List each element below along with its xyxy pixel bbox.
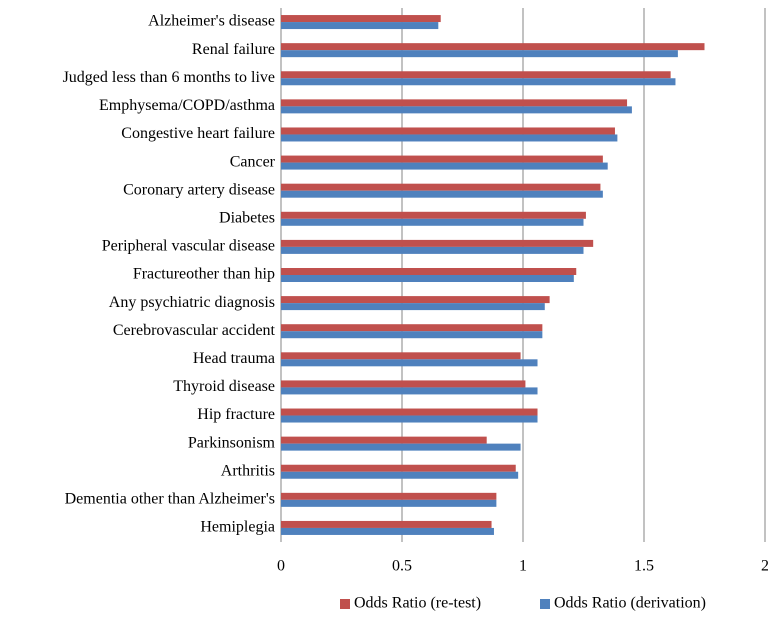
- y-tick-label: Cerebrovascular accident: [113, 322, 276, 339]
- bar: [281, 303, 545, 311]
- y-tick-label: Judged less than 6 months to live: [63, 69, 275, 86]
- bar: [281, 106, 632, 114]
- bar: [281, 155, 603, 163]
- y-tick-label: Diabetes: [219, 209, 275, 226]
- y-tick-label: Hip fracture: [197, 406, 275, 423]
- y-tick-label: Congestive heart failure: [121, 125, 275, 142]
- bar: [281, 324, 543, 332]
- bar: [281, 331, 543, 339]
- x-tick-label: 1: [519, 558, 527, 575]
- x-tick-label: 0: [277, 558, 285, 575]
- bar: [281, 296, 550, 304]
- bar: [281, 246, 584, 254]
- bar: [281, 22, 439, 30]
- bar: [281, 471, 519, 479]
- legend-swatch: [540, 599, 550, 609]
- bar: [281, 15, 441, 23]
- bar: [281, 127, 615, 135]
- legend-label: Odds Ratio (re-test): [354, 595, 481, 612]
- y-tick-label: Coronary artery disease: [123, 181, 275, 198]
- bar: [281, 43, 705, 51]
- y-tick-label: Dementia other than Alzheimer's: [65, 491, 275, 508]
- bar: [281, 387, 538, 395]
- bar: [281, 71, 671, 79]
- bar: [281, 443, 521, 451]
- legend-swatch: [340, 599, 350, 609]
- bar: [281, 464, 516, 472]
- y-tick-label: Fractureother than hip: [133, 266, 275, 283]
- bar: [281, 162, 608, 170]
- bar: [281, 520, 492, 528]
- y-tick-label: Head trauma: [193, 350, 275, 367]
- bar: [281, 275, 574, 282]
- y-tick-label: Any psychiatric diagnosis: [109, 294, 275, 311]
- bar: [281, 499, 497, 507]
- bar: [281, 415, 538, 423]
- x-tick-label: 2: [761, 558, 768, 575]
- bar: [281, 359, 538, 367]
- y-tick-label: Peripheral vascular disease: [102, 238, 275, 255]
- bar: [281, 218, 584, 226]
- y-tick-label: Alzheimer's disease: [148, 13, 275, 30]
- bar: [281, 190, 603, 198]
- bar: [281, 527, 494, 535]
- bar: [281, 436, 487, 444]
- bar: [281, 50, 678, 58]
- y-tick-label: Emphysema/COPD/asthma: [99, 97, 275, 114]
- bar: [281, 408, 538, 416]
- x-tick-label: 1.5: [634, 558, 654, 575]
- bar: [281, 268, 577, 275]
- bar: [281, 352, 521, 360]
- y-tick-label: Thyroid disease: [173, 378, 275, 395]
- legend-label: Odds Ratio (derivation): [554, 595, 706, 612]
- bar: [281, 492, 497, 500]
- y-tick-label: Cancer: [230, 153, 276, 170]
- bar: [281, 134, 618, 142]
- x-tick-label: 0.5: [392, 558, 412, 575]
- y-tick-label: Renal failure: [192, 41, 275, 58]
- y-tick-label: Arthritis: [221, 462, 275, 479]
- bar: [281, 239, 594, 247]
- bar: [281, 99, 628, 107]
- y-tick-label: Parkinsonism: [188, 434, 276, 451]
- bar: [281, 211, 586, 219]
- bar: [281, 380, 526, 388]
- bar: [281, 78, 676, 86]
- y-tick-label: Hemiplegia: [200, 519, 275, 536]
- bar: [281, 183, 601, 191]
